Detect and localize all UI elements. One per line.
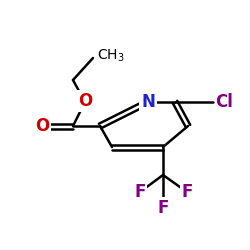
Text: F: F [134, 183, 146, 201]
Text: F: F [181, 183, 193, 201]
Text: O: O [78, 92, 92, 110]
Text: F: F [157, 199, 169, 217]
Text: O: O [35, 117, 49, 135]
Text: CH$_3$: CH$_3$ [97, 48, 125, 64]
Text: N: N [141, 93, 155, 111]
Text: Cl: Cl [215, 93, 233, 111]
